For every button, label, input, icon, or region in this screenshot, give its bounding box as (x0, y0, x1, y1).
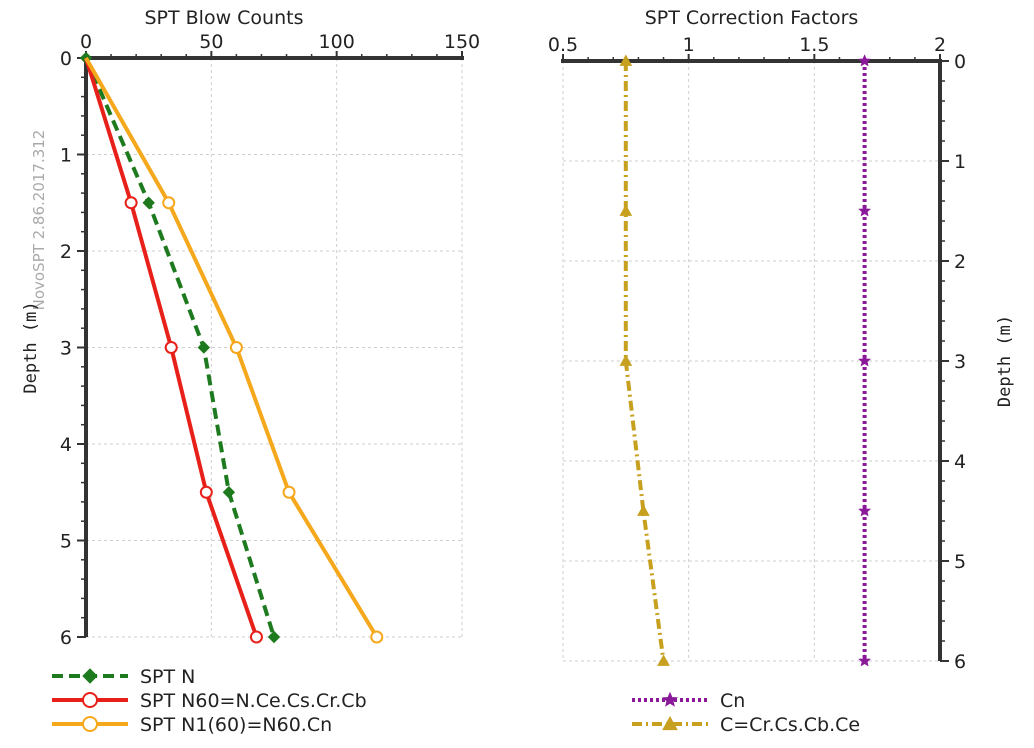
legend-label: SPT N1(60)=N60.Cn (140, 714, 332, 736)
data-point-cn (858, 504, 872, 517)
data-point-spt-n (222, 486, 236, 499)
series-spt-n1-60-n60-cn (84, 57, 384, 644)
data-point-spt-n (197, 341, 211, 354)
legend-label: SPT N (140, 666, 195, 688)
chart1-x-tick-label: 1 (683, 34, 695, 56)
chart0-y-axis-label: Depth (m) (21, 301, 41, 393)
legend-marker-triangle (662, 715, 678, 731)
chart1-y-tick-label: 4 (954, 451, 966, 473)
chart0-y-tick-label: 6 (60, 627, 72, 649)
legend-item-spt-n1-60-n60-cn: SPT N1(60)=N60.Cn (52, 714, 332, 736)
data-point-spt-n1-60-n60-cn (370, 630, 384, 644)
chart1-x-tick-label: 0.5 (548, 34, 578, 56)
plot-spt-blow-counts: 0 50 100 150 0 1 2 3 4 5 6 SPT Blow Counts Depth (m) (21, 7, 480, 649)
series-spt-n60-n-ce-cs-cr-cb (84, 57, 263, 644)
legend-label: C=Cr.Cs.Cb.Ce (720, 714, 860, 736)
data-point-spt-n1-60-n60-cn (229, 341, 243, 354)
chart0-y-tick-label: 1 (60, 145, 72, 167)
legend-label: SPT N60=N.Ce.Cs.Cr.Cb (140, 690, 367, 712)
legend-item-spt-n60-n-ce-cs-cr-cb: SPT N60=N.Ce.Cs.Cr.Cb (52, 690, 367, 712)
chart1-y-tick-label: 2 (954, 251, 966, 273)
chart1-x-tick-label: 2 (934, 34, 946, 56)
chart1-y-tick-label: 0 (954, 51, 966, 73)
chart0-y-tick-label: 0 (60, 48, 72, 70)
chart0-title: SPT Blow Counts (144, 7, 303, 29)
chart0-x-tick-label: 0 (80, 31, 92, 53)
legend-correction-factors: CnC=Cr.Cs.Cb.Ce (632, 690, 860, 736)
data-point-cn (858, 354, 872, 367)
data-point-c-cr-cs-cb-ce (657, 654, 670, 666)
legend-marker-star (662, 691, 678, 707)
data-point-c-cr-cs-cb-ce (619, 204, 633, 216)
legend-item-c-cr-cs-cb-ce: C=Cr.Cs.Cb.Ce (632, 714, 860, 736)
data-point-spt-n60-n-ce-cs-cr-cb (164, 341, 178, 354)
data-point-c-cr-cs-cb-ce (619, 54, 633, 66)
data-point-c-cr-cs-cb-ce (637, 504, 650, 516)
chart1-y-tick-label: 6 (954, 651, 966, 673)
chart0-x-tick-label: 100 (319, 31, 355, 53)
data-point-cn (858, 654, 872, 667)
chart1-title: SPT Correction Factors (645, 7, 859, 29)
data-point-c-cr-cs-cb-ce (619, 354, 633, 366)
legend-marker-open-circle (82, 692, 98, 708)
legend-item-spt-n: SPT N (52, 666, 195, 688)
legend-marker-open-circle (82, 716, 98, 732)
legend-label: Cn (720, 690, 745, 712)
data-point-cn (858, 54, 872, 67)
chart1-y-tick-label: 5 (954, 551, 966, 573)
chart0-y-tick-label: 3 (60, 338, 72, 360)
watermark-text: NovoSPT 2.86.2017.312 (30, 130, 48, 311)
data-point-spt-n (267, 630, 281, 644)
chart0-x-tick-label: 50 (199, 31, 223, 53)
data-point-spt-n1-60-n60-cn (162, 196, 176, 210)
chart1-x-tick-label: 1.5 (799, 34, 829, 56)
data-point-spt-n60-n-ce-cs-cr-cb (124, 196, 138, 210)
data-point-spt-n (142, 196, 155, 209)
chart0-y-tick-label: 2 (60, 241, 72, 263)
chart0-y-tick-label: 5 (60, 531, 72, 553)
chart0-y-tick-label: 4 (60, 434, 72, 456)
chart1-y-tick-label: 3 (954, 351, 966, 373)
series-c-cr-cs-cb-ce (619, 54, 670, 666)
chart0-x-tick-label: 150 (444, 31, 480, 53)
legend-item-cn: Cn (632, 690, 745, 712)
data-point-spt-n60-n-ce-cs-cr-cb (249, 630, 263, 644)
chart1-y-tick-label: 1 (954, 151, 966, 173)
series-cn (858, 54, 872, 667)
data-point-spt-n60-n-ce-cs-cr-cb (199, 485, 213, 499)
data-point-spt-n1-60-n60-cn (282, 485, 296, 499)
data-point-cn (858, 204, 872, 217)
chart1-y-axis-label: Depth (m) (995, 315, 1015, 407)
legend-marker-diamond (82, 668, 98, 684)
